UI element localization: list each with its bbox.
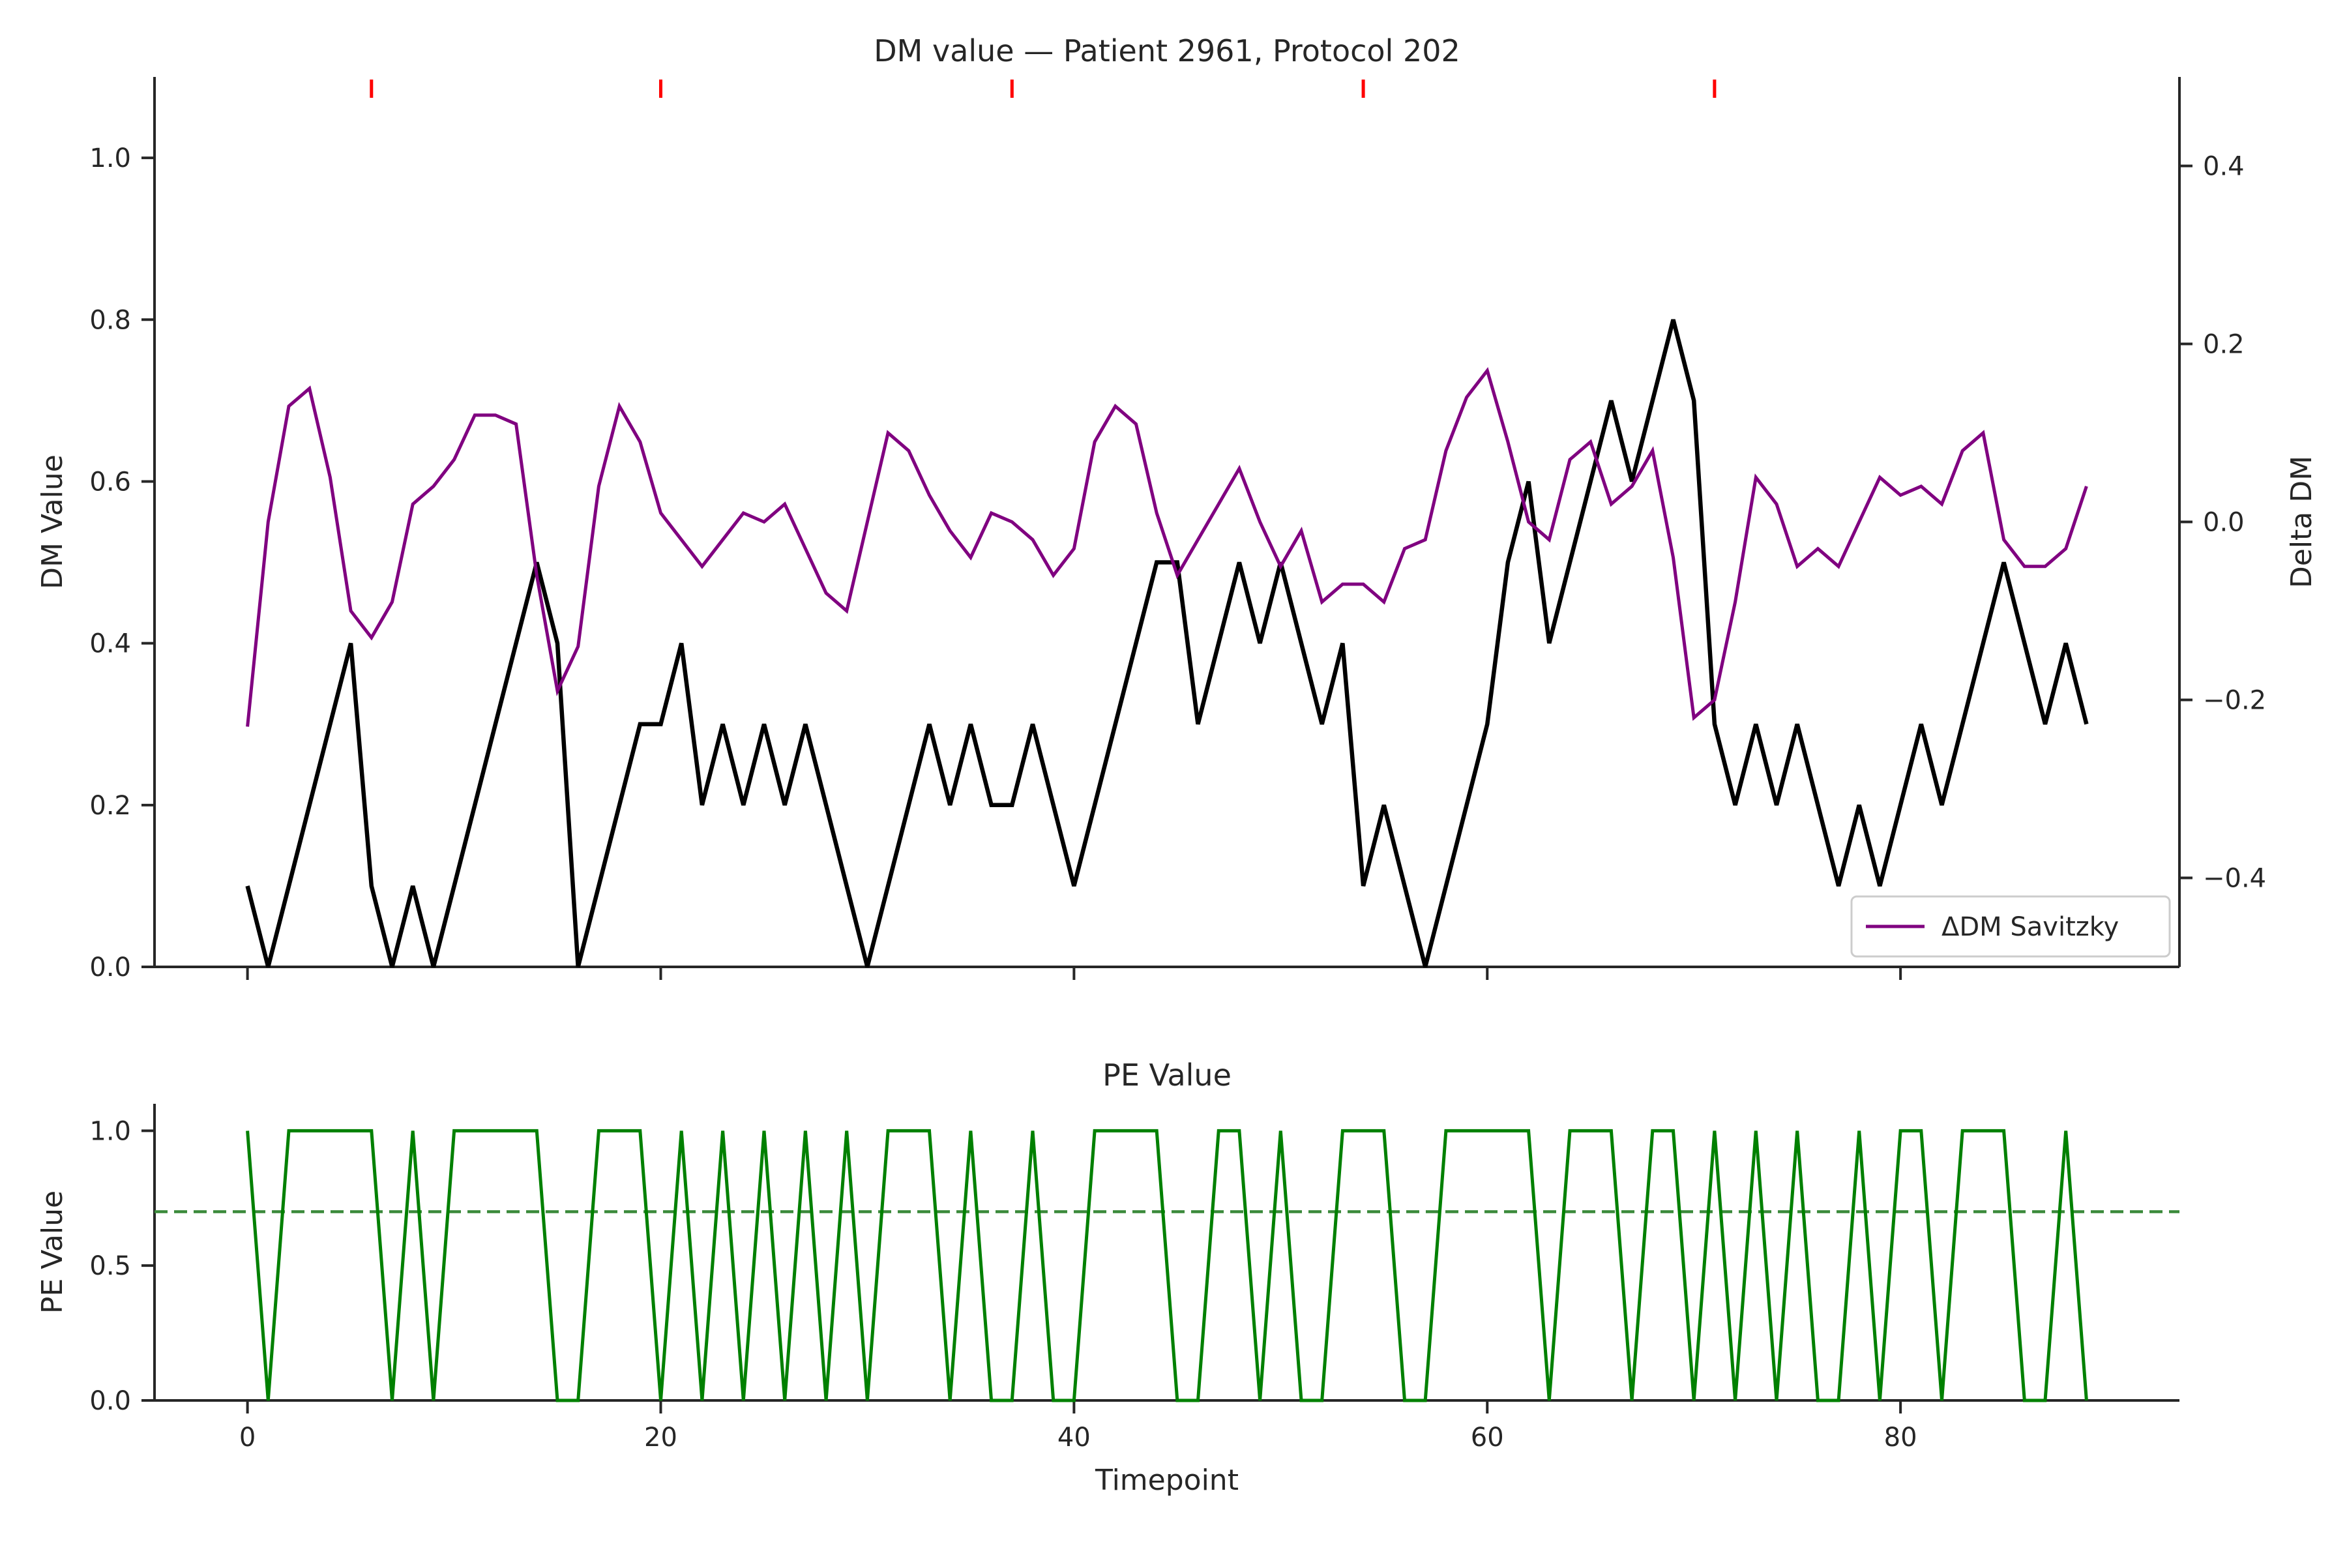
y-tick-label: 0.0 (89, 953, 131, 983)
pe-y-axis-label: PE Value (36, 1191, 69, 1314)
pe-x-tick-label: 60 (1471, 1423, 1504, 1453)
y-tick-label: 0.4 (89, 629, 131, 659)
pe-y-tick-label: 1.0 (89, 1116, 131, 1146)
pe-panel-title: PE Value (1102, 1058, 1232, 1093)
pe-y-tick-label: 0.5 (89, 1251, 131, 1281)
y2-tick-label: 0.0 (2203, 508, 2245, 538)
legend-box (1850, 895, 2171, 958)
pe-value-line (246, 1129, 2088, 1402)
y2-tick-label: 0.4 (2203, 152, 2245, 182)
pe-x-tick-label: 0 (239, 1423, 256, 1453)
pe-y-tick-label: 0.0 (89, 1386, 131, 1416)
legend-label: ΔDM Savitzky (1941, 912, 2119, 942)
x-axis-label: Timepoint (1095, 1464, 1239, 1497)
dm-panel: 0.0 0.2 0.4 0.6 0.8 1.0 −0.4 −0.2 0.0 0.2 0.4 DM va… (36, 33, 2318, 983)
pe-x-tick-label: 20 (644, 1423, 677, 1453)
y-tick-label: 0.6 (89, 467, 131, 497)
pe-panel: 0.0 0.5 1.0 0 20 40 60 80 PE Value Timepoint PE Va… (36, 1058, 2179, 1497)
legend: ΔDM Savitzky (1850, 895, 2171, 958)
delta-dm-line (246, 366, 2088, 727)
y-axis-label: DM Value (36, 454, 69, 589)
y-tick-label: 1.0 (89, 143, 131, 173)
y2-tick-label: −0.4 (2203, 864, 2266, 894)
y2-tick-label: −0.2 (2203, 686, 2266, 716)
pe-x-tick-label: 80 (1884, 1423, 1917, 1453)
y2-tick-label: 0.2 (2203, 330, 2245, 360)
dm-value-line (245, 319, 2089, 968)
pe-x-tick-label: 40 (1057, 1423, 1091, 1453)
chart-title: DM value — Patient 2961, Protocol 202 (874, 33, 1460, 68)
y-tick-label: 0.8 (89, 305, 131, 335)
y-tick-label: 0.2 (89, 791, 131, 821)
y2-axis-label: Delta DM (2285, 456, 2318, 588)
